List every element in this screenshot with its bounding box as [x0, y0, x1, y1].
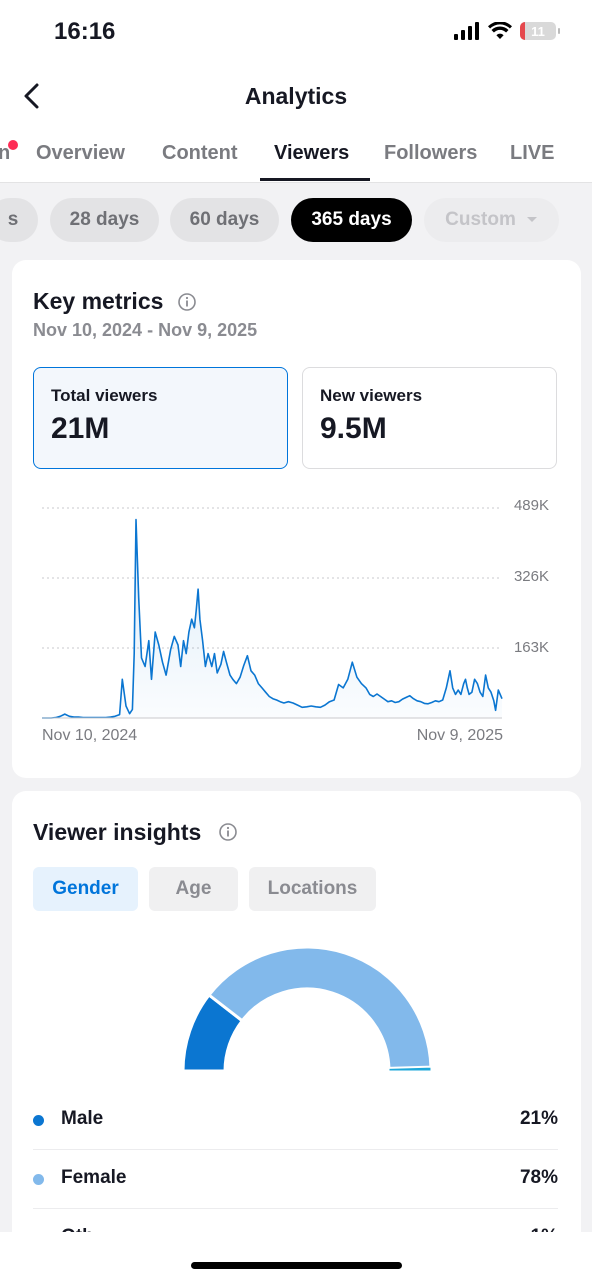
- chip-custom[interactable]: Custom: [424, 198, 559, 242]
- legend-label: Female: [61, 1167, 127, 1188]
- chip-365-days[interactable]: 365 days: [291, 198, 412, 242]
- tab-followers[interactable]: Followers: [384, 142, 478, 164]
- metric-value: 9.5M: [320, 412, 387, 445]
- legend-dot-male: [33, 1115, 44, 1126]
- legend-dot-female: [33, 1174, 44, 1185]
- divider: [33, 1149, 558, 1150]
- y-tick-label: 326K: [513, 568, 549, 585]
- page-header: Analytics: [0, 70, 592, 124]
- chip-custom-label: Custom: [445, 209, 516, 230]
- legend-row-female: Female 78%: [33, 1150, 558, 1208]
- wifi-icon: [488, 22, 512, 39]
- status-icons: 11: [454, 22, 560, 40]
- date-range-chips: s 28 days 60 days 365 days Custom: [0, 182, 592, 258]
- x-axis-end-label: Nov 9, 2025: [416, 727, 503, 744]
- viewers-line-chart[interactable]: [12, 490, 581, 720]
- metric-label: New viewers: [320, 386, 423, 405]
- chip-partial[interactable]: s: [0, 198, 38, 242]
- insights-tab-locations[interactable]: Locations: [249, 867, 376, 911]
- tab-viewers[interactable]: Viewers: [274, 142, 350, 164]
- x-axis-start-label: Nov 10, 2024: [42, 727, 138, 744]
- chip-60-days[interactable]: 60 days: [170, 198, 279, 242]
- info-icon[interactable]: [218, 822, 238, 842]
- gender-segment-other: [388, 1066, 432, 1072]
- key-metrics-card: Key metrics Nov 10, 2024 - Nov 9, 2025 T…: [12, 260, 581, 778]
- tab-overview[interactable]: Overview: [36, 142, 125, 164]
- viewer-insights-title: Viewer insights: [33, 819, 202, 845]
- viewer-insights-card: Viewer insights Gender Age Locations Mal…: [12, 791, 581, 1251]
- y-tick-label: 163K: [513, 639, 549, 656]
- legend-row-male: Male 21%: [33, 1091, 558, 1149]
- divider: [33, 1208, 558, 1209]
- caret-down-icon: [526, 217, 537, 222]
- new-viewers-card[interactable]: New viewers 9.5M: [302, 367, 557, 469]
- insights-tab-gender[interactable]: Gender: [33, 867, 138, 911]
- home-indicator[interactable]: [191, 1262, 402, 1269]
- y-tick-label: 489K: [513, 497, 549, 514]
- insights-tab-age[interactable]: Age: [149, 867, 238, 911]
- tab-partial[interactable]: n: [0, 142, 10, 165]
- battery-icon: 11: [520, 22, 560, 40]
- chip-28-days[interactable]: 28 days: [50, 198, 159, 242]
- back-chevron-icon[interactable]: [18, 80, 48, 112]
- gender-segment-female: [206, 945, 433, 1070]
- legend-label: Male: [61, 1108, 104, 1129]
- tab-live[interactable]: LIVE: [510, 142, 555, 164]
- signal-icon: [454, 22, 479, 40]
- analytics-tabs: n Overview Content Viewers Followers LIV…: [0, 124, 592, 183]
- metric-value: 21M: [51, 412, 110, 445]
- legend-value: 78%: [519, 1167, 558, 1188]
- legend-value: 21%: [519, 1108, 558, 1129]
- battery-level: 11: [531, 23, 545, 39]
- active-tab-indicator: [260, 178, 370, 181]
- tab-content[interactable]: Content: [162, 142, 238, 164]
- page-title: Analytics: [244, 83, 348, 109]
- status-time: 16:16: [54, 18, 116, 45]
- gender-half-donut-chart[interactable]: [12, 941, 581, 1076]
- key-metrics-title: Key metrics: [33, 288, 164, 314]
- home-indicator-area: [0, 1232, 592, 1280]
- notification-dot: [8, 140, 18, 150]
- info-icon[interactable]: [177, 292, 197, 312]
- chart-series-line: [42, 518, 503, 719]
- total-viewers-card[interactable]: Total viewers 21M: [33, 367, 288, 469]
- metric-label: Total viewers: [51, 386, 158, 405]
- chart-area-fill: [42, 519, 502, 718]
- date-range-label: Nov 10, 2024 - Nov 9, 2025: [33, 320, 258, 340]
- status-bar: 16:16 11: [0, 0, 592, 70]
